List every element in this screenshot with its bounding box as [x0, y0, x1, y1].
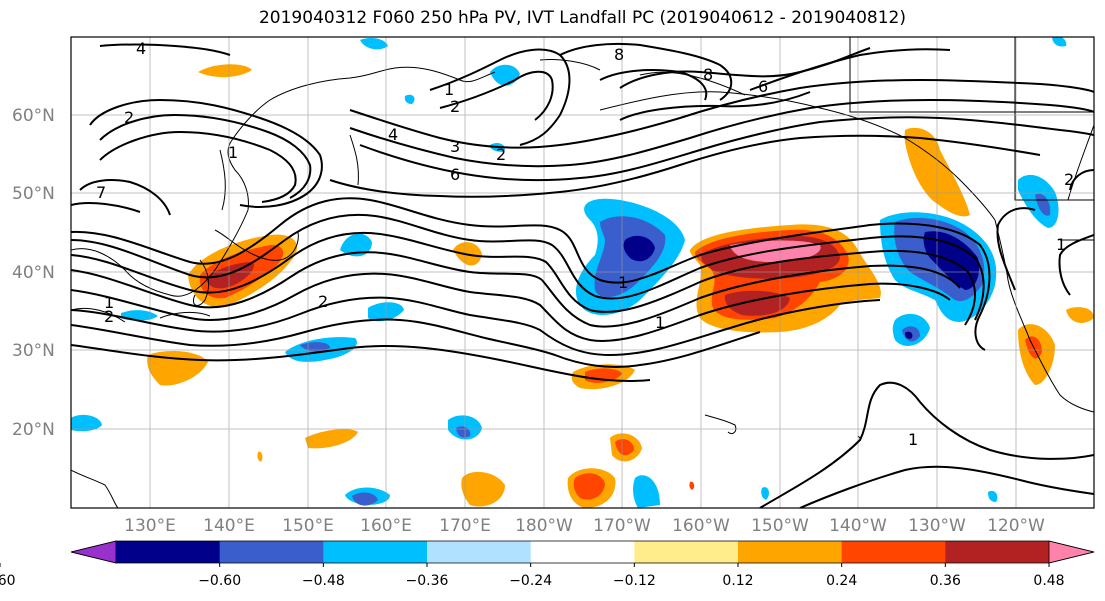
lon-label: 170°E	[439, 516, 491, 536]
colorbar-segment	[841, 541, 946, 563]
contour-label: 1	[1056, 235, 1066, 254]
contour-label: 8	[614, 45, 624, 64]
lon-label: 130°W	[908, 516, 966, 536]
figure-title: 2019040312 F060 250 hPa PV, IVT Landfall…	[258, 8, 906, 28]
latitude-labels: 60°N 50°N 40°N 30°N 20°N	[12, 106, 55, 440]
colorbar-tick-label: 0.24	[826, 573, 857, 589]
contour-label: 2	[318, 292, 328, 311]
contour-label: 6	[758, 77, 768, 96]
contour-label: 4	[388, 125, 398, 144]
colorbar-tick-label: −0.24	[509, 573, 552, 589]
colorbar-segment	[1048, 540, 1095, 564]
contour-label: 7	[96, 183, 106, 202]
colorbar-segment	[634, 541, 739, 563]
lon-label: 140°W	[829, 516, 887, 536]
colorbar-segment	[323, 541, 428, 563]
lon-label: 180°W	[515, 516, 573, 536]
lat-label: 60°N	[12, 106, 55, 126]
contour-label: 2	[450, 97, 460, 116]
lon-label: 170°W	[593, 516, 651, 536]
contour-label: 3	[450, 137, 460, 156]
colorbar-tick-label: 0.48	[1033, 573, 1064, 589]
lat-label: 50°N	[12, 184, 55, 204]
lat-label: 30°N	[12, 341, 55, 361]
lon-label: 150°E	[282, 516, 334, 536]
colorbar-segment	[70, 540, 117, 564]
contour-label: 1	[618, 273, 628, 292]
contour-label: 2	[104, 307, 114, 326]
colorbar-segment	[427, 541, 532, 563]
contour-label: 1	[228, 143, 238, 162]
longitude-labels: 130°E 140°E 150°E 160°E 170°E 180°W 170°…	[124, 516, 1045, 536]
contour-label-group: 4 8 8 6 1 2 2 4 3 2 6 1 7 2 1 2 1 1 2 1 …	[96, 39, 1074, 449]
lon-label: 150°W	[751, 516, 809, 536]
lon-label: 120°W	[987, 516, 1045, 536]
ivt-anomaly-fills	[71, 37, 1094, 508]
lon-label: 140°E	[203, 516, 255, 536]
colorbar-tick-label: −0.48	[302, 573, 345, 589]
colorbar-outline	[70, 540, 1095, 564]
colorbar-tick-label: −0.36	[406, 573, 449, 589]
colorbar-segment	[116, 541, 221, 563]
colorbar-tick-label: 0.60	[0, 573, 16, 589]
colorbar-tick-label: −0.12	[613, 573, 656, 589]
contour-label: 6	[450, 165, 460, 184]
lon-label: 160°E	[360, 516, 412, 536]
contour-label: 8	[703, 65, 713, 84]
colorbar-segment	[530, 541, 635, 563]
map-border	[70, 36, 1095, 509]
colorbar-segment	[945, 541, 1050, 563]
lat-label: 40°N	[12, 263, 55, 283]
lat-label: 20°N	[12, 420, 55, 440]
contour-label: 2	[124, 108, 134, 127]
lon-label: 160°W	[672, 516, 730, 536]
contour-label: 1	[655, 313, 665, 332]
colorbar-segment	[219, 541, 324, 563]
contour-label: 4	[136, 39, 146, 58]
colorbar: −0.60 −0.48 −0.36 −0.24 −0.12 0.12 0.24 0.36 0.4…	[0, 540, 1095, 589]
lon-label: 130°E	[124, 516, 176, 536]
gridlines	[71, 37, 1094, 508]
contour-label: 1	[908, 430, 918, 449]
colorbar-tick-label: −0.60	[198, 573, 241, 589]
pv-contours	[71, 42, 1094, 508]
colorbar-tick-label: 0.36	[930, 573, 961, 589]
colorbar-segment	[738, 541, 843, 563]
colorbar-tick-label: 0.12	[722, 573, 753, 589]
contour-label: 1	[444, 80, 454, 99]
contour-label: 2	[1064, 170, 1074, 189]
contour-label: 1	[104, 293, 114, 312]
contour-label: 2	[496, 145, 506, 164]
